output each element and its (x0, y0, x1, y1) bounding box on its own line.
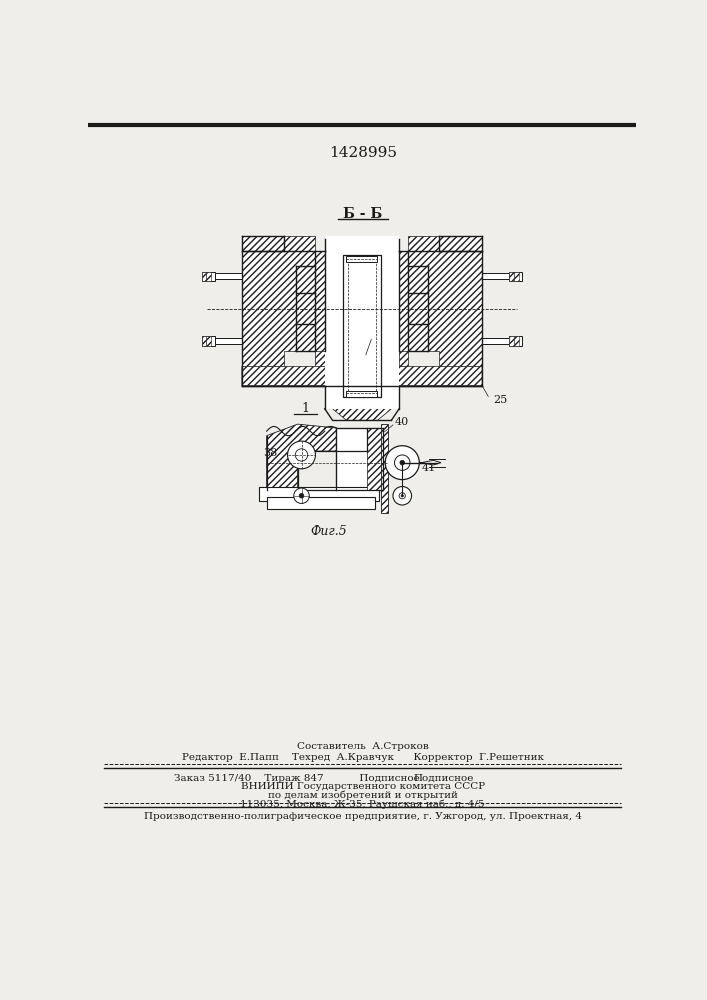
Text: Заказ 5117/40    Тираж 847           Подписное: Заказ 5117/40 Тираж 847 Подписное (174, 774, 419, 783)
Polygon shape (267, 424, 337, 490)
Polygon shape (409, 266, 428, 293)
Circle shape (293, 488, 309, 503)
Text: 40: 40 (395, 417, 409, 427)
Bar (509, 272, 514, 281)
Text: 113035, Москва, Ж-35, Раушская наб., д. 4/5: 113035, Москва, Ж-35, Раушская наб., д. … (240, 799, 485, 809)
Circle shape (296, 449, 308, 461)
Circle shape (299, 493, 304, 498)
Bar (482, 338, 509, 344)
Text: 1428995: 1428995 (329, 146, 397, 160)
Text: Фиг.4: Фиг.4 (344, 429, 381, 442)
Circle shape (399, 493, 405, 499)
Polygon shape (242, 235, 325, 366)
Bar (259, 487, 379, 501)
Bar (201, 336, 215, 346)
Text: 1: 1 (301, 402, 310, 415)
Circle shape (288, 441, 315, 469)
Circle shape (385, 446, 419, 480)
Bar (381, 424, 387, 513)
Polygon shape (440, 235, 482, 251)
Bar (514, 272, 518, 281)
Bar (343, 255, 381, 397)
Bar (346, 256, 378, 262)
Polygon shape (409, 324, 428, 351)
Bar (509, 336, 514, 346)
Text: по делам изобретений и открытий: по делам изобретений и открытий (268, 791, 457, 800)
Bar (215, 338, 242, 344)
Text: Редактор  Е.Папп    Техред  А.Кравчук      Корректор  Г.Решетник: Редактор Е.Папп Техред А.Кравчук Коррект… (182, 753, 544, 762)
Bar (206, 272, 211, 281)
Polygon shape (410, 460, 441, 465)
Text: 41: 41 (421, 463, 436, 473)
Polygon shape (296, 266, 315, 293)
Text: 38: 38 (263, 448, 277, 458)
Bar (368, 428, 383, 490)
Bar (267, 497, 375, 509)
Bar (509, 336, 522, 346)
Polygon shape (242, 366, 482, 420)
Bar (325, 235, 399, 409)
Bar (509, 272, 522, 281)
Bar (201, 336, 206, 346)
Circle shape (395, 455, 410, 470)
Text: ВНИИПИ Государственного комитета СССР: ВНИИПИ Государственного комитета СССР (240, 782, 485, 791)
Circle shape (401, 495, 404, 497)
Polygon shape (315, 251, 325, 351)
Text: 29: 29 (358, 350, 373, 360)
Text: 25: 25 (493, 395, 508, 405)
Text: Составитель  А.Строков: Составитель А.Строков (297, 742, 428, 751)
Polygon shape (242, 235, 284, 251)
Bar (482, 273, 509, 279)
Bar (215, 273, 242, 279)
Circle shape (400, 460, 404, 465)
Circle shape (393, 487, 411, 505)
Text: Производственно-полиграфическое предприятие, г. Ужгород, ул. Проектная, 4: Производственно-полиграфическое предприя… (144, 812, 582, 821)
Polygon shape (399, 235, 482, 366)
Text: Б - Б: Б - Б (343, 207, 382, 221)
Polygon shape (296, 324, 315, 351)
Bar (201, 272, 206, 281)
Bar (346, 391, 378, 397)
Text: Подписное: Подписное (414, 774, 474, 783)
Bar (206, 336, 211, 346)
Text: Фиг.5: Фиг.5 (310, 525, 347, 538)
Bar (514, 336, 518, 346)
Bar (201, 272, 215, 281)
Bar (337, 428, 383, 490)
Polygon shape (399, 251, 409, 351)
